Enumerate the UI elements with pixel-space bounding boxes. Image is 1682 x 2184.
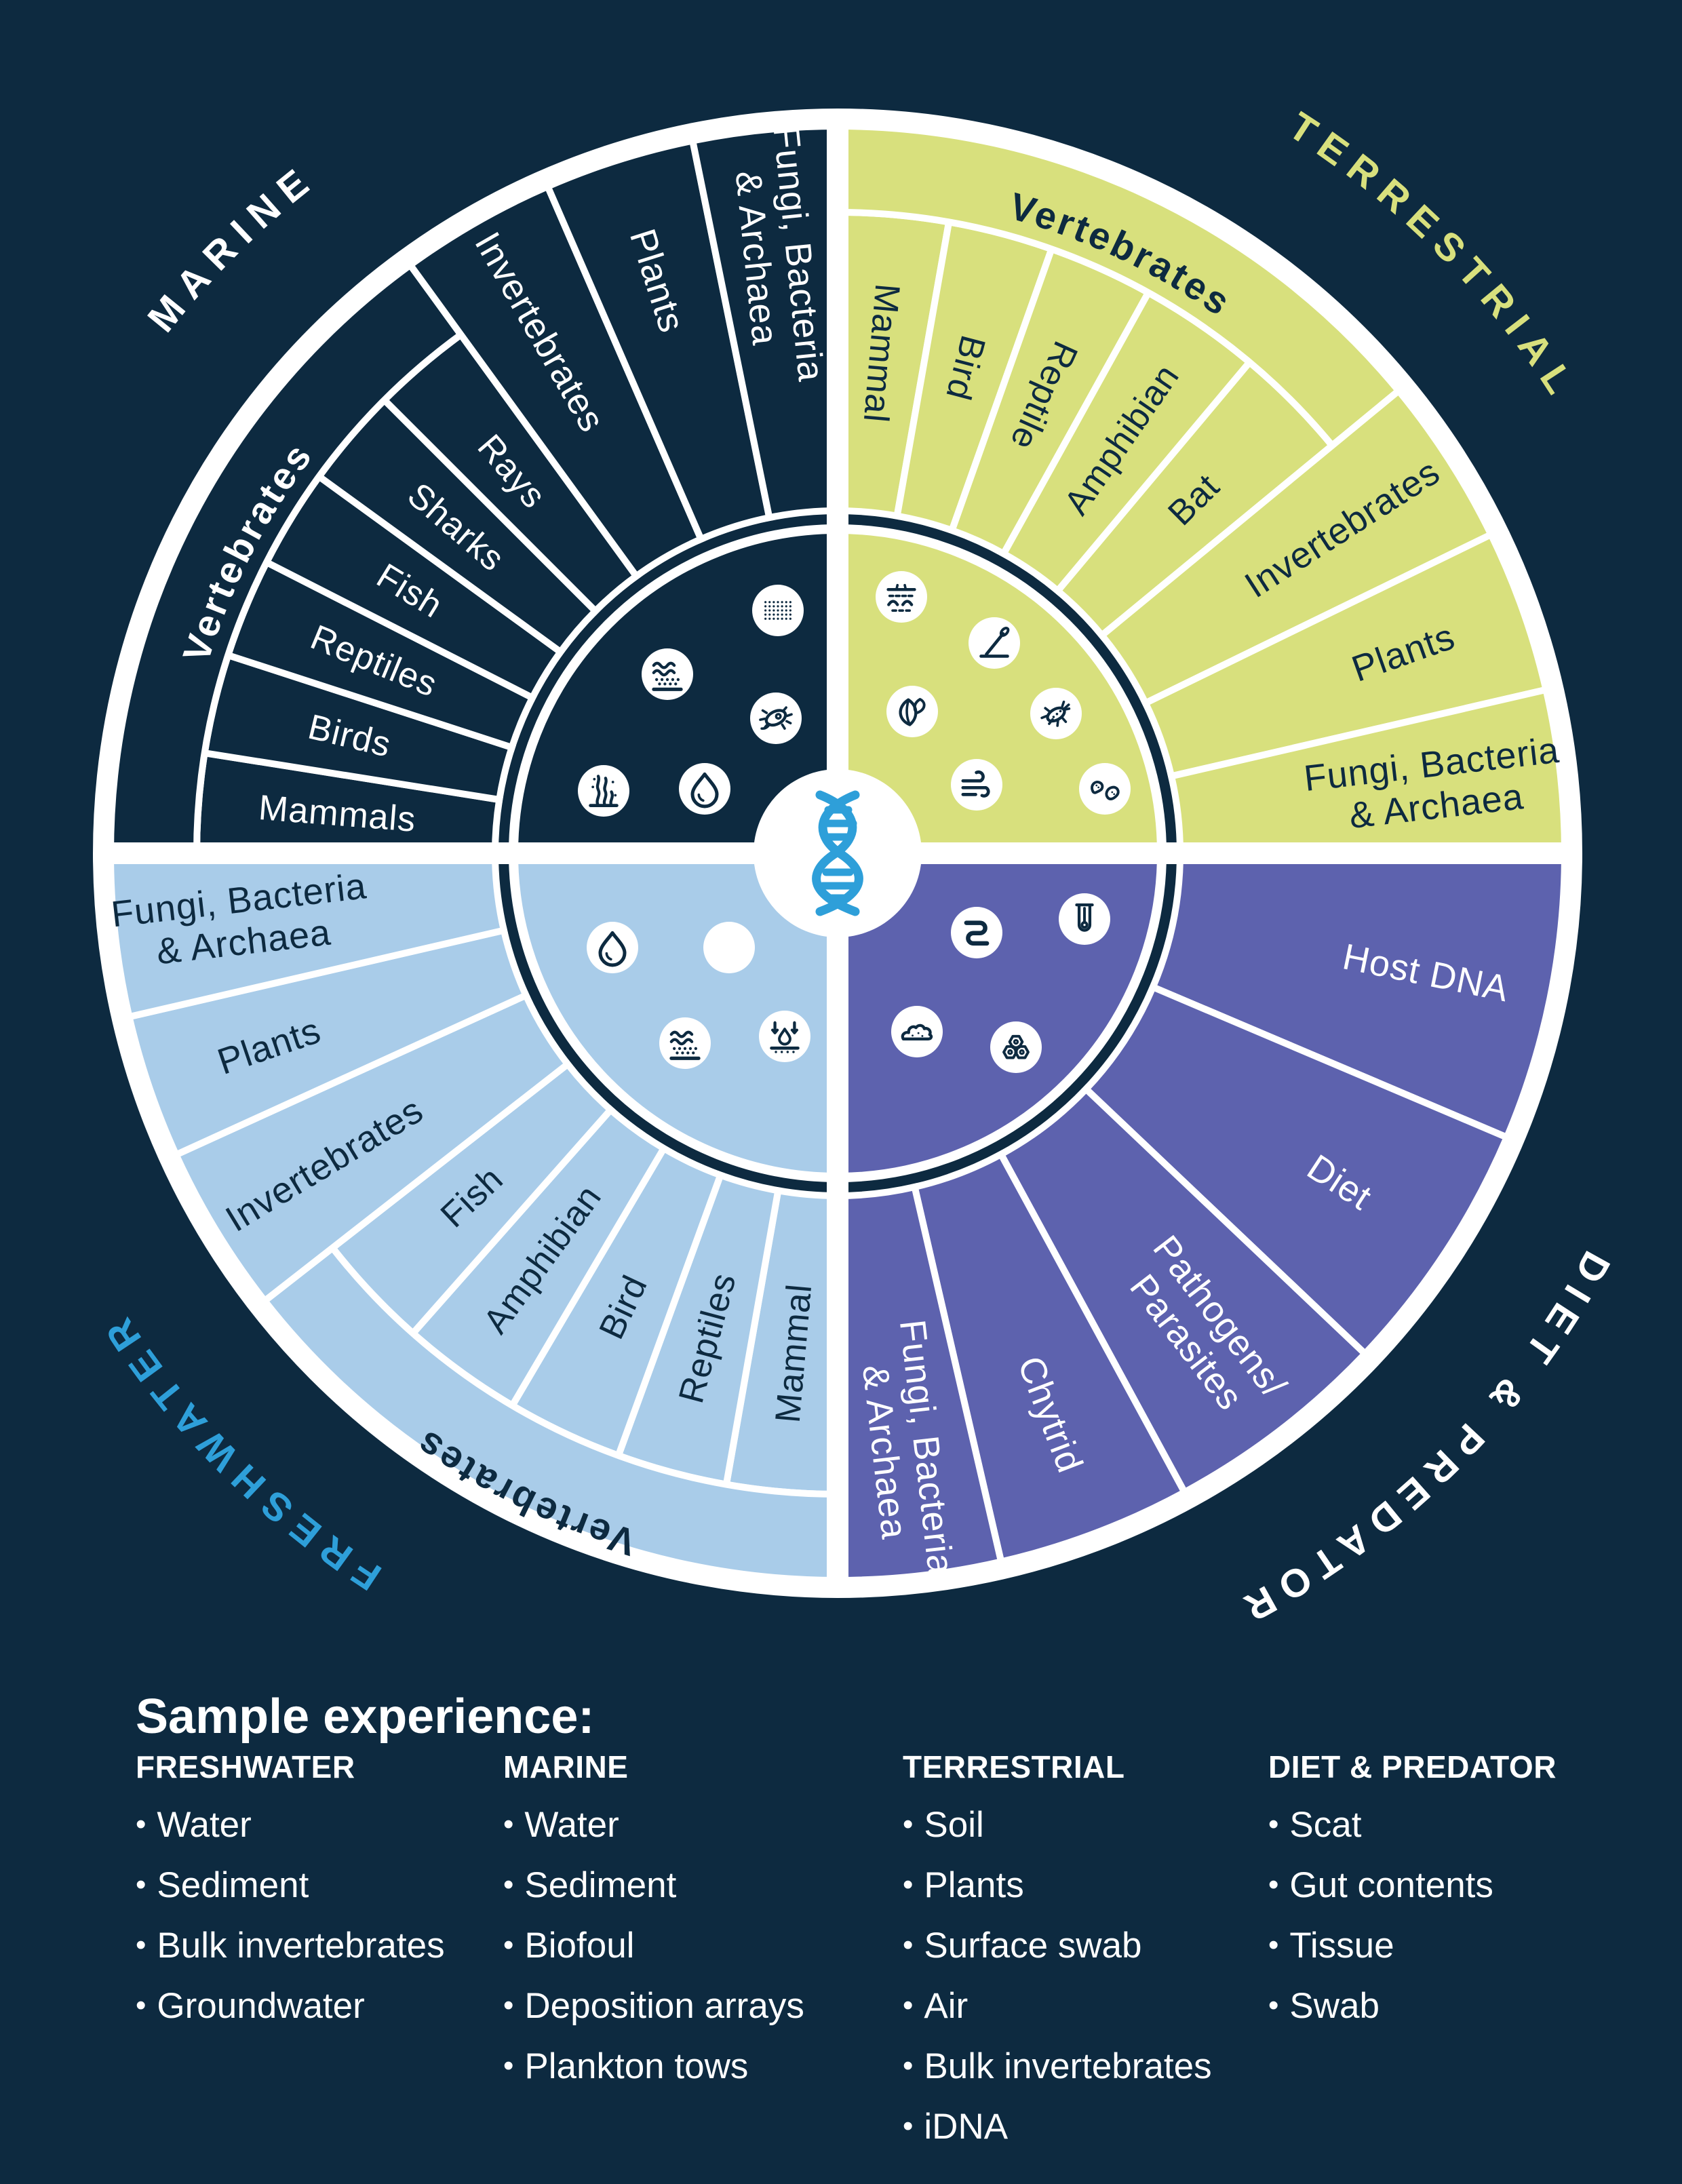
bullet-icon: • — [503, 1989, 514, 2022]
bullet-icon: • — [1268, 1868, 1279, 1901]
bullet-icon: • — [503, 2049, 514, 2082]
segment-invertebrates-marine — [405, 182, 706, 581]
tissue-cells-icon — [990, 1021, 1042, 1073]
leaf-plants-icon — [886, 686, 938, 737]
sample-item: • Water — [136, 1796, 445, 1856]
surface-swab-icon — [969, 617, 1020, 669]
bullet-icon: • — [903, 2109, 914, 2143]
sample-item: • Biofoul — [503, 1917, 804, 1977]
sample-item: • Water — [503, 1796, 804, 1856]
scat-pile-icon — [891, 1006, 943, 1057]
sample-column-marine: MARINE • Water • Sediment • Biofoul • Deposition… — [503, 1738, 804, 2098]
bullet-icon: • — [136, 1989, 146, 2022]
water-drop-icon — [679, 763, 730, 815]
air-wind-icon — [951, 759, 1002, 811]
sample-type-wheel: MammalsBirdsReptilesFishSharksRaysVerteb… — [92, 104, 1608, 1635]
sample-item: • Tissue — [1268, 1917, 1557, 1977]
segment-chytrid-diet-predator — [910, 1150, 1190, 1566]
sample-column-terrestrial: TERRESTRIAL • Soil • Plants • Surface swab • Air… — [903, 1738, 1212, 2158]
sample-experience-title: Sample experience: — [136, 1690, 595, 1744]
sample-item: • Sediment — [136, 1856, 445, 1917]
sample-column-freshwater: FRESHWATER • Water • Sediment • Bulk invertebr… — [136, 1738, 445, 2037]
plankton-seaweed-icon — [578, 765, 629, 817]
sample-item: • Bulk invertebrates — [136, 1917, 445, 1977]
sample-item: • Gut contents — [1268, 1856, 1557, 1917]
swab-tube-icon — [1059, 893, 1110, 945]
label-quadrant-marine: MARINE — [139, 155, 324, 340]
sample-item: • Air — [903, 1977, 1212, 2037]
water-drop-icon — [587, 922, 638, 973]
invertebrate-bug-icon — [1030, 688, 1082, 739]
bullet-icon: • — [503, 1808, 514, 1841]
center-dna — [754, 769, 922, 937]
sample-item: • Swab — [1268, 1977, 1557, 2037]
deposition-array-icon — [752, 585, 804, 636]
dna-helix-icon — [812, 790, 863, 916]
segment-invertebrates-terrestrial — [1097, 386, 1496, 708]
bullet-icon: • — [1268, 1808, 1279, 1841]
sediment-icon — [642, 648, 693, 700]
wheel-icons — [578, 571, 1131, 1073]
bullet-icon: • — [903, 1868, 914, 1901]
sample-item: • Plants — [903, 1856, 1212, 1917]
bullet-icon: • — [503, 1868, 514, 1901]
groundwater-icon — [759, 1011, 810, 1062]
segment-pathogens-parasites-diet-predator — [996, 1084, 1370, 1497]
bullet-icon: • — [903, 1928, 914, 1962]
sample-item: • iDNA — [903, 2098, 1212, 2158]
segment-band-vertebrates-marine — [106, 260, 466, 857]
bulk-worms-icon — [703, 922, 755, 973]
wheel-segments — [93, 109, 1582, 1598]
biofoul-microbe-icon — [750, 693, 802, 744]
segment-host-dna-diet-predator — [1148, 850, 1569, 1142]
sample-column-header: DIET & PREDATOR — [1268, 1749, 1557, 1785]
bullet-icon: • — [136, 1808, 146, 1841]
segment-invertebrates-freshwater — [171, 990, 573, 1306]
sample-item: • Scat — [1268, 1796, 1557, 1856]
sample-column-header: FRESHWATER — [136, 1749, 355, 1785]
soil-layers-icon — [876, 571, 927, 623]
sample-item: • Surface swab — [903, 1917, 1212, 1977]
sample-item: • Groundwater — [136, 1977, 445, 2037]
bullet-icon: • — [1268, 1989, 1279, 2022]
sample-item: • Plankton tows — [503, 2037, 804, 2098]
bullet-icon: • — [1268, 1928, 1279, 1962]
segment-plants-marine — [543, 136, 774, 544]
bullet-icon: • — [903, 1989, 914, 2022]
sample-item: • Soil — [903, 1796, 1212, 1856]
bullet-icon: • — [503, 1928, 514, 1962]
gut-intestines-icon — [951, 907, 1002, 958]
bullet-icon: • — [136, 1868, 146, 1901]
bullet-icon: • — [903, 1808, 914, 1841]
segment-diet-diet-predator — [1081, 982, 1512, 1359]
idna-worms-icon — [1079, 763, 1131, 815]
outer-ring — [93, 109, 1582, 1598]
sample-column-header: TERRESTRIAL — [903, 1749, 1125, 1785]
sediment-icon — [659, 1017, 711, 1069]
sample-item: • Deposition arrays — [503, 1977, 804, 2037]
sample-item: • Sediment — [503, 1856, 804, 1917]
sample-item: • Bulk invertebrates — [903, 2037, 1212, 2098]
sample-column-header: MARINE — [503, 1749, 629, 1785]
bullet-icon: • — [136, 1928, 146, 1962]
bullet-icon: • — [903, 2049, 914, 2082]
sample-column-diet-predator: DIET & PREDATOR • Scat • Gut contents • Tissue… — [1268, 1738, 1557, 2037]
